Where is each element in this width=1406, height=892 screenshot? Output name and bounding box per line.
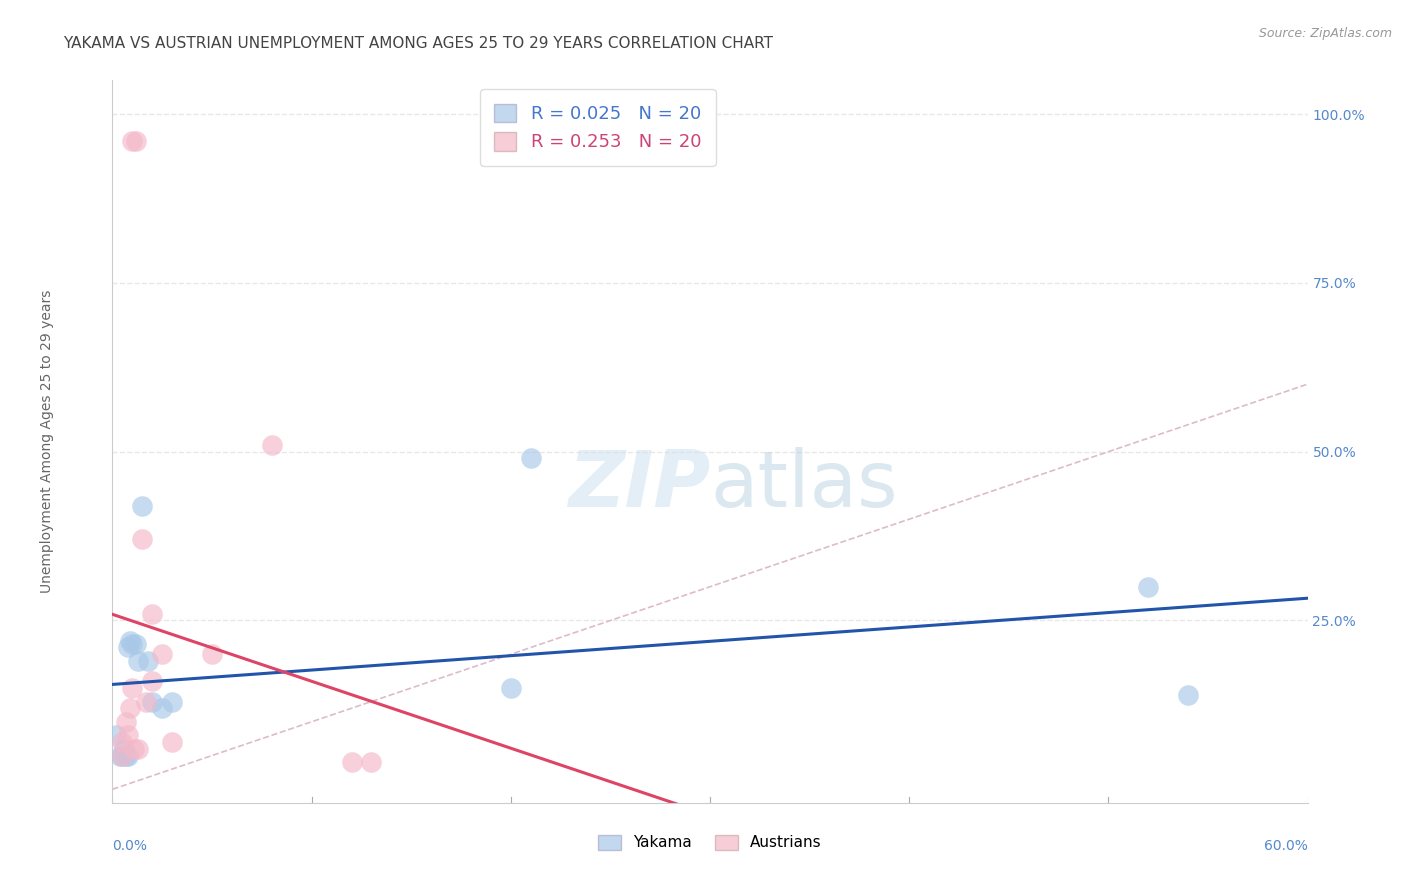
Point <box>150 647 173 661</box>
Point <box>162 694 183 708</box>
Point <box>115 748 138 763</box>
Text: 60.0%: 60.0% <box>1264 838 1308 853</box>
Point <box>141 694 163 708</box>
Point <box>117 748 139 763</box>
Point <box>127 741 149 756</box>
Point <box>121 134 143 148</box>
Text: atlas: atlas <box>710 447 897 523</box>
Point <box>1177 688 1199 702</box>
Point <box>115 714 138 729</box>
Text: YAKAMA VS AUSTRIAN UNEMPLOYMENT AMONG AGES 25 TO 29 YEARS CORRELATION CHART: YAKAMA VS AUSTRIAN UNEMPLOYMENT AMONG AG… <box>63 36 773 51</box>
Point <box>340 756 363 770</box>
Point <box>117 640 139 655</box>
Point <box>520 451 543 466</box>
Point <box>125 134 148 148</box>
Point <box>111 748 134 763</box>
Point <box>117 728 139 742</box>
Point <box>162 735 183 749</box>
Point <box>1137 580 1160 594</box>
Text: Unemployment Among Ages 25 to 29 years: Unemployment Among Ages 25 to 29 years <box>39 290 53 593</box>
Legend: Yakama, Austrians: Yakama, Austrians <box>592 829 828 856</box>
Point <box>105 728 128 742</box>
Point <box>125 637 148 651</box>
Point <box>131 533 153 547</box>
Point <box>111 735 134 749</box>
Point <box>127 654 149 668</box>
Point <box>121 681 143 695</box>
Point <box>110 748 132 763</box>
Point <box>124 741 146 756</box>
Point <box>141 607 163 621</box>
Point <box>120 633 142 648</box>
Point <box>260 438 283 452</box>
Point <box>360 756 382 770</box>
Point <box>121 637 143 651</box>
Point <box>141 674 163 689</box>
Point <box>201 647 224 661</box>
Point <box>120 701 142 715</box>
Point <box>114 741 135 756</box>
Point <box>131 499 153 513</box>
Text: ZIP: ZIP <box>568 447 710 523</box>
Point <box>138 654 160 668</box>
Point <box>111 748 134 763</box>
Point <box>135 694 157 708</box>
Text: Source: ZipAtlas.com: Source: ZipAtlas.com <box>1258 27 1392 40</box>
Point <box>499 681 522 695</box>
Text: 0.0%: 0.0% <box>112 838 148 853</box>
Point <box>150 701 173 715</box>
